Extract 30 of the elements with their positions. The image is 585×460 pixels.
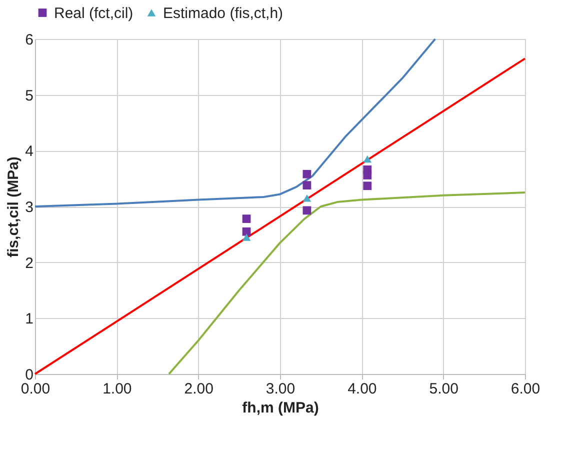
point: [302, 170, 312, 178]
point: [363, 171, 372, 180]
point: [242, 234, 251, 241]
point: [302, 206, 312, 215]
y-tick-label: 0: [25, 366, 34, 384]
line-series: [34, 38, 436, 208]
point: [242, 214, 251, 223]
y-axis-title: fis,ct,cil (MPa): [5, 156, 22, 258]
y-tick-label: 1: [25, 310, 34, 328]
x-axis-title: fh,m (MPa): [242, 400, 319, 416]
y-tick-label: 6: [25, 32, 34, 48]
x-tick-label: 2.00: [184, 380, 214, 398]
legend-label: Estimado (fis,ct,h): [163, 4, 284, 22]
y-tick-label: 4: [25, 143, 34, 160]
x-tick-label: 4.00: [348, 380, 377, 398]
point: [363, 182, 372, 190]
x-tick-label: 3.00: [266, 380, 296, 398]
y-tick-label: 3: [25, 199, 34, 216]
point: [302, 194, 312, 202]
x-tick-label: 1.00: [102, 380, 132, 398]
y-tick-label: 5: [25, 87, 34, 104]
x-tick-label: 0.00: [20, 380, 50, 398]
y-tick-label: 2: [25, 254, 34, 272]
point: [302, 181, 312, 190]
legend-label: Real (fct,cil): [54, 4, 134, 22]
point: [363, 155, 372, 163]
point: [242, 227, 251, 236]
line-series: [168, 192, 526, 375]
x-tick-label: 5.00: [429, 380, 458, 398]
x-tick-label: 6.00: [510, 380, 540, 398]
